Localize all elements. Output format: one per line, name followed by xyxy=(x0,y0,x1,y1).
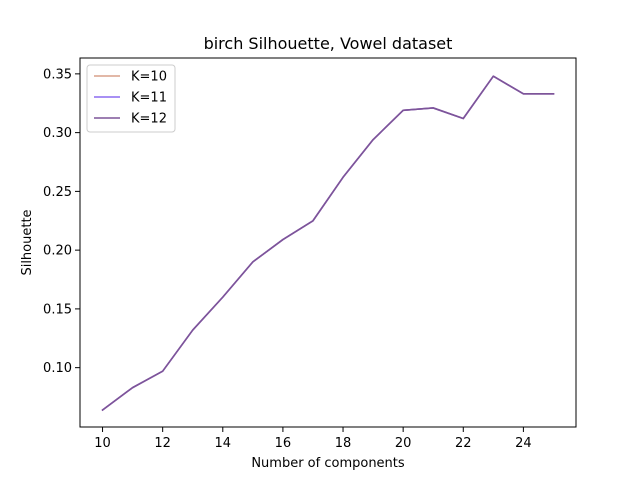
x-tick-label: 16 xyxy=(275,436,292,451)
legend-box xyxy=(86,64,176,133)
x-tick-label: 12 xyxy=(154,436,171,451)
y-tick-label: 0.30 xyxy=(43,126,72,141)
y-tick-label: 0.25 xyxy=(43,185,72,200)
y-tick-label: 0.35 xyxy=(43,67,72,82)
x-axis-ticks: 10 12 14 16 18 20 22 24 xyxy=(94,427,532,451)
x-tick-label: 14 xyxy=(215,436,232,451)
y-tick-label: 0.15 xyxy=(43,302,72,317)
y-tick-label: 0.10 xyxy=(43,361,72,376)
legend: K=10 K=11 K=12 xyxy=(86,64,176,133)
chart-title: birch Silhouette, Vowel dataset xyxy=(204,34,453,53)
x-tick-label: 18 xyxy=(335,436,352,451)
legend-label: K=11 xyxy=(131,91,167,106)
legend-label: K=10 xyxy=(131,70,167,85)
x-axis-title: Number of components xyxy=(251,456,405,471)
x-tick-label: 10 xyxy=(94,436,111,451)
plot-frame xyxy=(79,57,577,428)
series-lines xyxy=(101,75,555,412)
x-tick-label: 24 xyxy=(515,436,532,451)
legend-label: K=12 xyxy=(131,112,167,127)
y-axis-ticks: 0.10 0.15 0.20 0.25 0.30 0.35 xyxy=(43,67,80,376)
x-tick-label: 22 xyxy=(455,436,472,451)
y-axis-title: Silhouette xyxy=(20,209,35,275)
series-line-k-12 xyxy=(101,75,555,412)
y-tick-label: 0.20 xyxy=(43,244,72,259)
x-tick-label: 20 xyxy=(395,436,412,451)
